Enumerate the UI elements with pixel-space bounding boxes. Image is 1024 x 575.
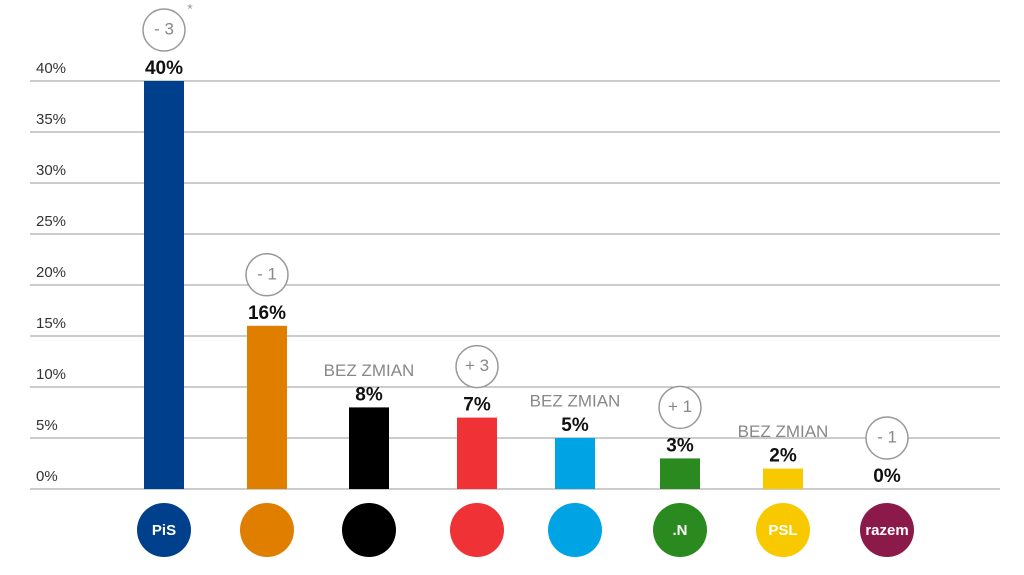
y-tick-label: 10% bbox=[36, 366, 66, 383]
party-logo bbox=[137, 503, 191, 557]
party-logo-label: PiS bbox=[152, 522, 176, 539]
change-circle bbox=[245, 253, 289, 297]
bar bbox=[660, 458, 700, 489]
change-circle bbox=[455, 344, 499, 389]
party-logo bbox=[342, 503, 396, 557]
party-logo-label: PSL bbox=[768, 522, 797, 539]
value-label: 3% bbox=[666, 435, 694, 456]
change-label: - 1 bbox=[257, 264, 277, 283]
change-label: + 3 bbox=[465, 356, 489, 375]
change-circle bbox=[865, 416, 909, 460]
value-label: 8% bbox=[355, 384, 383, 405]
note-mark: * bbox=[187, 1, 193, 17]
change-circle bbox=[658, 385, 702, 430]
change-label: - 3 bbox=[154, 19, 174, 38]
party-logo bbox=[548, 503, 602, 557]
party-logo-label: .N bbox=[673, 522, 688, 539]
change-label: + 1 bbox=[668, 397, 692, 416]
value-label: 0% bbox=[873, 466, 901, 487]
bar bbox=[763, 468, 803, 489]
party-logo-label: razem bbox=[865, 522, 908, 539]
change-circle bbox=[142, 8, 186, 52]
change-label: - 1 bbox=[877, 427, 897, 446]
y-tick-label: 15% bbox=[36, 315, 66, 332]
change-label: BEZ ZMIAN bbox=[324, 361, 415, 380]
y-tick-label: 35% bbox=[36, 111, 66, 128]
y-tick-label: 30% bbox=[36, 162, 66, 179]
bar bbox=[555, 438, 595, 489]
party-logo bbox=[240, 503, 294, 557]
party-logo bbox=[756, 503, 810, 557]
value-label: 2% bbox=[769, 446, 797, 467]
y-tick-label: 25% bbox=[36, 213, 66, 230]
change-label: BEZ ZMIAN bbox=[738, 422, 829, 441]
value-label: 16% bbox=[248, 303, 286, 324]
bar bbox=[457, 417, 497, 489]
bar bbox=[144, 81, 184, 489]
y-tick-label: 0% bbox=[36, 468, 58, 485]
change-label: BEZ ZMIAN bbox=[530, 391, 621, 410]
party-logo bbox=[450, 503, 504, 557]
y-tick-label: 40% bbox=[36, 60, 66, 77]
bar bbox=[247, 325, 287, 489]
y-tick-label: 5% bbox=[36, 417, 58, 434]
value-label: 40% bbox=[145, 58, 183, 79]
party-logo bbox=[653, 503, 707, 557]
value-label: 7% bbox=[463, 395, 491, 416]
y-tick-label: 20% bbox=[36, 264, 66, 281]
party-logo bbox=[860, 503, 914, 557]
bar bbox=[349, 407, 389, 489]
value-label: 5% bbox=[561, 415, 589, 436]
